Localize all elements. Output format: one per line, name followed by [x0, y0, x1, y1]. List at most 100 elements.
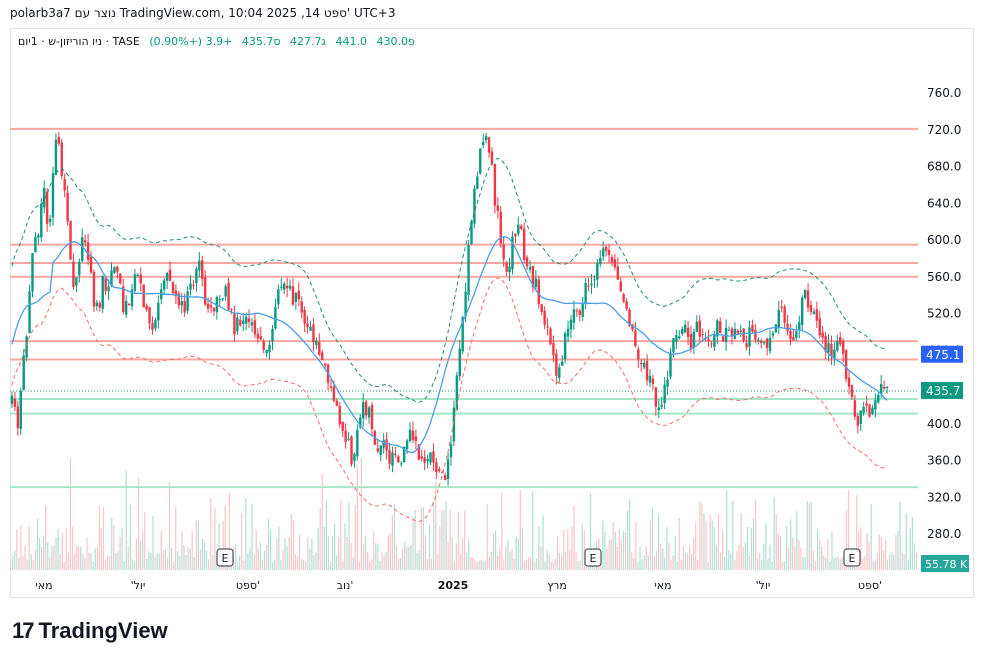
volume-bar [744, 542, 746, 570]
volume-bar [98, 505, 100, 570]
volume-bar [239, 556, 241, 570]
candle-body [607, 249, 611, 255]
volume-bar [360, 458, 363, 570]
candle-body [701, 333, 704, 335]
candle-body [379, 445, 382, 456]
candle-body [593, 279, 596, 281]
volume-bar [530, 557, 532, 570]
volume-bar [783, 561, 786, 570]
volume-bar [569, 549, 571, 570]
volume-bar [329, 561, 332, 570]
candle-body [438, 468, 441, 471]
chart-frame [10, 28, 974, 598]
volume-bar [719, 552, 722, 570]
volume-bar [208, 559, 210, 570]
volume-bar [426, 559, 429, 570]
volume-bar [185, 555, 187, 570]
volume-bar [80, 546, 82, 570]
candle-body [291, 286, 295, 305]
volume-bar [653, 556, 656, 570]
candle-body [48, 218, 52, 222]
volume-bar [375, 543, 377, 570]
candle-body [865, 403, 868, 406]
volume-bar [647, 555, 649, 570]
volume-bar [61, 532, 63, 570]
earnings-marker-icon [843, 548, 861, 567]
candle-body [707, 338, 710, 341]
volume-bar [821, 546, 823, 570]
candle-body [578, 310, 581, 316]
volume-bar [319, 508, 321, 570]
volume-bar [263, 550, 266, 570]
volume-bar [620, 540, 623, 570]
candle-body [634, 330, 637, 347]
volume-bar [274, 559, 276, 570]
volume-bar [478, 560, 480, 570]
volume-bar [845, 510, 848, 570]
candle-body [543, 310, 546, 325]
volume-bar [703, 513, 705, 570]
volume-bar [307, 536, 309, 570]
candle-body [165, 272, 169, 281]
candle-body [549, 328, 552, 345]
candle-body [362, 402, 365, 419]
candle-body [874, 400, 877, 410]
candle-body [250, 322, 254, 326]
volume-bar [102, 507, 105, 570]
candle-body [435, 462, 438, 473]
candle-body [572, 309, 576, 323]
volume-bar [814, 560, 817, 570]
candle-body [262, 341, 265, 350]
volume-bar [678, 517, 680, 570]
volume-bar [222, 520, 224, 570]
open-value: פ430.0 [376, 35, 415, 48]
volume-bar [515, 536, 517, 570]
candle-body [531, 266, 535, 288]
volume-bar [746, 526, 748, 570]
candle-body [613, 259, 617, 268]
volume-bar [484, 561, 486, 570]
candle-body [171, 282, 175, 294]
candle-body [89, 256, 93, 273]
price-chart[interactable]: 280.0320.0360.0400.0440.0480.0520.0560.0… [0, 0, 985, 600]
candle-body [426, 458, 429, 462]
volume-bar [20, 525, 22, 570]
volume-bar [812, 550, 814, 570]
volume-bar [488, 556, 491, 570]
volume-bar [125, 470, 127, 570]
candle-body [525, 257, 529, 267]
volume-bar [96, 547, 98, 570]
symbol-label[interactable]: ניו הוריזון-ש · 1יום · TASE [18, 35, 140, 48]
candle-body [733, 328, 737, 339]
volume-bar [672, 555, 674, 570]
candle-body [282, 283, 286, 290]
candle-body [201, 260, 204, 279]
candle-body [663, 384, 666, 404]
volume-bar [354, 504, 356, 570]
tradingview-logo[interactable]: 17 TradingView [12, 618, 168, 644]
candle-body [780, 306, 783, 308]
volume-bar [763, 543, 765, 570]
candle-body [285, 285, 289, 289]
volume-bar [581, 523, 583, 570]
volume-bar [387, 535, 389, 570]
candle-body [476, 176, 479, 189]
candle-body [277, 289, 280, 305]
candle-body [244, 316, 248, 324]
volume-bar [480, 559, 482, 570]
candle-body [300, 301, 303, 313]
volume-bar [466, 552, 468, 570]
volume-bar [757, 558, 759, 570]
volume-bar [913, 543, 916, 570]
volume-bar [257, 548, 259, 570]
candle-body [546, 326, 549, 328]
candle-body [391, 452, 394, 466]
volume-bar [864, 555, 866, 570]
volume-bar [12, 556, 14, 570]
volume-bar [406, 546, 408, 570]
volume-bar [284, 537, 286, 570]
volume-bar [509, 552, 511, 570]
volume-bar [181, 530, 183, 570]
volume-bar [889, 554, 891, 570]
candle-body [329, 386, 333, 388]
